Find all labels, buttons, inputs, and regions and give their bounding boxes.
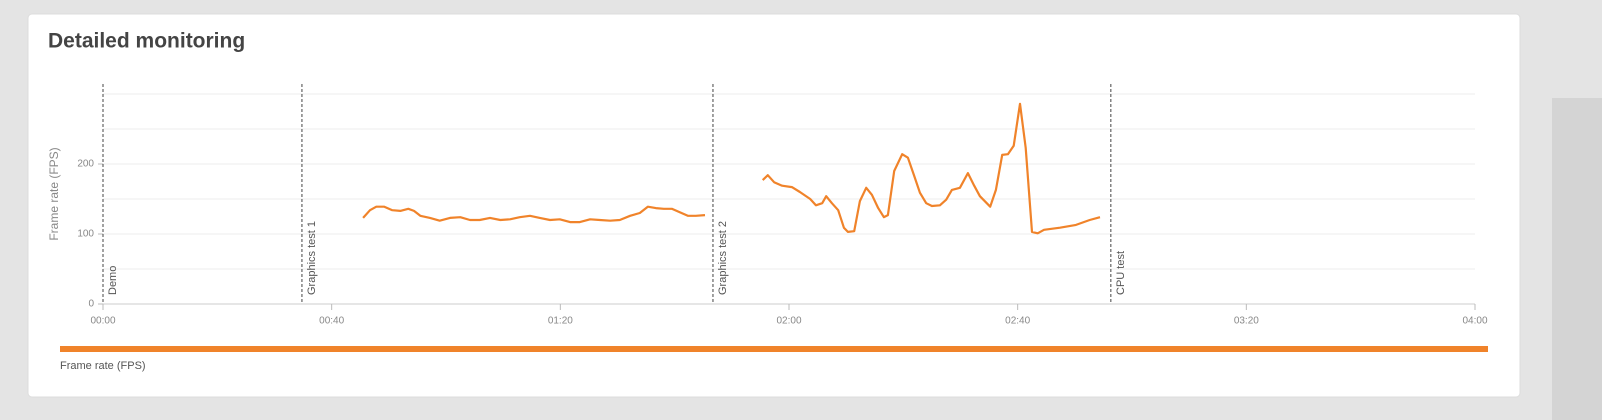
- legend-label: Frame rate (FPS): [60, 360, 146, 372]
- x-tick-label: 02:00: [776, 316, 801, 327]
- scrollbar: [1552, 98, 1602, 420]
- legend-swatch: [60, 346, 1488, 352]
- y-tick-label: 200: [77, 159, 94, 170]
- x-tick-label: 02:40: [1005, 316, 1030, 327]
- chart-title: Detailed monitoring: [48, 30, 245, 53]
- phase-label: Demo: [107, 266, 119, 295]
- phase-label: Graphics test 2: [717, 221, 729, 295]
- x-tick-label: 01:20: [548, 316, 573, 327]
- phase-label: Graphics test 1: [306, 221, 318, 295]
- x-tick-label: 00:00: [90, 316, 115, 327]
- y-tick-label: 100: [77, 229, 94, 240]
- x-tick-label: 00:40: [319, 316, 344, 327]
- card: [27, 13, 1521, 398]
- x-tick-label: 04:00: [1462, 316, 1487, 327]
- series-line: [362, 102, 1101, 235]
- y-axis-label: Frame rate (FPS): [47, 147, 61, 240]
- phase-label: CPU test: [1115, 251, 1127, 295]
- x-tick-label: 03:20: [1234, 316, 1259, 327]
- y-tick-label: 0: [88, 299, 94, 310]
